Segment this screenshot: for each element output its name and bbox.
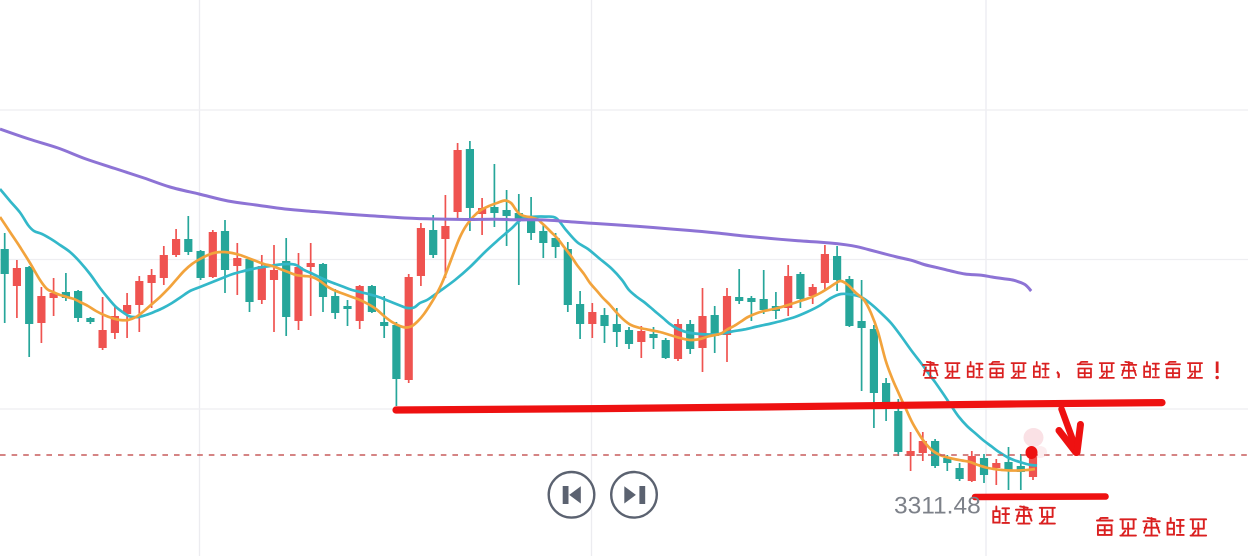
svg-text:3311.48: 3311.48 xyxy=(894,493,981,520)
